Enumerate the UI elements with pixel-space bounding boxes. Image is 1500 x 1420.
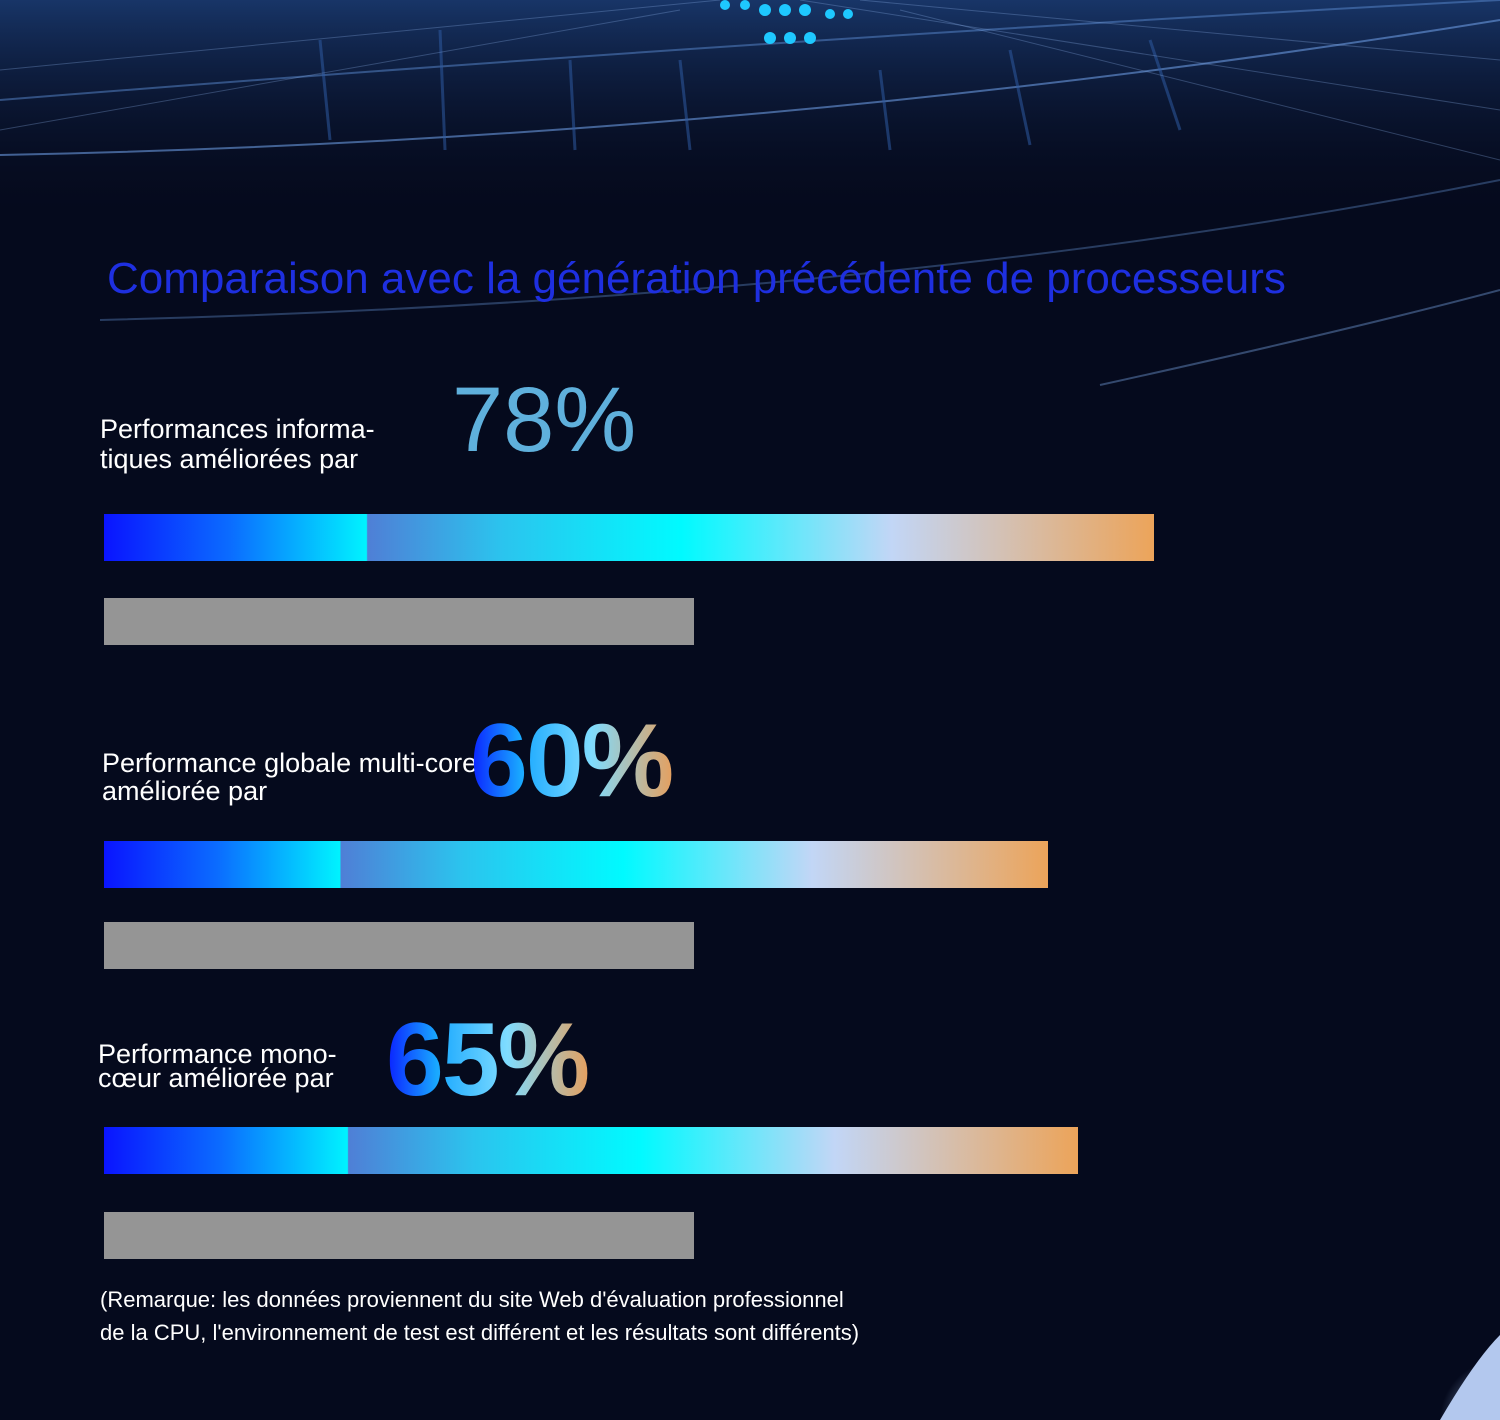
bar-new-generation [104,514,1154,561]
chart-title: Comparaison avec la génération précédent… [107,254,1286,303]
group-label-line: Performance globale multi-core [102,748,478,778]
group-label-line: améliorée par [102,776,268,806]
bar-previous-generation [104,922,694,969]
group-label-line: cœur améliorée par [98,1063,334,1093]
improvement-value: 60% [470,703,674,819]
group-label-line: Performance mono- [98,1039,337,1069]
group-label: Performances informa- tiques améliorées … [100,414,375,474]
note-line: de la CPU, l'environnement de test est d… [100,1320,860,1345]
bar-previous-generation [104,598,694,645]
bar-new-generation [104,841,1048,888]
improvement-value: 65% [386,1002,590,1118]
group-label-line: Performances informa- [100,414,375,444]
group-label-line: tiques améliorées par [100,444,359,474]
source-note: (Remarque: les données proviennent du si… [100,1283,859,1349]
group-label: Performance globale multi-core améliorée… [102,749,477,805]
improvement-value: 78% [452,369,637,471]
note-line: (Remarque: les données proviennent du si… [100,1287,844,1312]
group-label: Performance mono- cœur améliorée par [98,1039,337,1093]
bar-previous-generation [104,1212,694,1259]
bar-new-generation [104,1127,1078,1174]
